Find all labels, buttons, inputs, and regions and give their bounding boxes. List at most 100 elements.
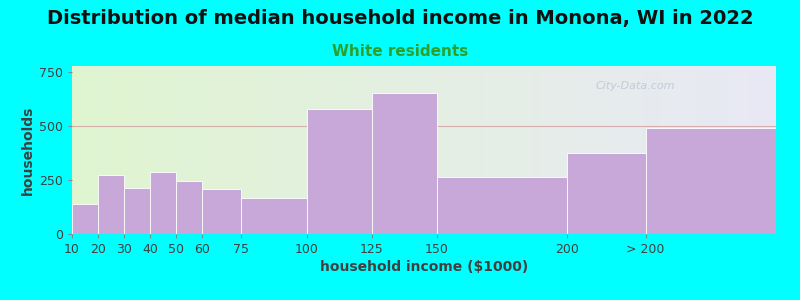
- Bar: [128, 66, 130, 234]
- Bar: [117, 66, 119, 234]
- Bar: [572, 66, 574, 234]
- Bar: [647, 66, 650, 234]
- Bar: [419, 66, 422, 234]
- Bar: [298, 66, 300, 234]
- Bar: [698, 66, 701, 234]
- Bar: [222, 66, 225, 234]
- Bar: [504, 66, 506, 234]
- Bar: [537, 66, 539, 234]
- Bar: [522, 66, 525, 234]
- Bar: [295, 66, 298, 234]
- Bar: [391, 66, 394, 234]
- Bar: [630, 66, 633, 234]
- Bar: [300, 66, 302, 234]
- Bar: [326, 66, 328, 234]
- Bar: [518, 66, 520, 234]
- Bar: [682, 66, 685, 234]
- Bar: [339, 66, 342, 234]
- Bar: [258, 66, 260, 234]
- Bar: [434, 66, 436, 234]
- Bar: [105, 66, 107, 234]
- Bar: [346, 66, 349, 234]
- Bar: [586, 66, 588, 234]
- Bar: [178, 66, 180, 234]
- Bar: [133, 66, 135, 234]
- Bar: [304, 66, 306, 234]
- Bar: [766, 66, 769, 234]
- Bar: [471, 66, 474, 234]
- Bar: [328, 66, 330, 234]
- Bar: [407, 66, 410, 234]
- Text: City-Data.com: City-Data.com: [595, 81, 675, 91]
- Bar: [738, 66, 741, 234]
- Bar: [550, 66, 553, 234]
- Bar: [321, 66, 323, 234]
- Bar: [593, 66, 595, 234]
- Bar: [142, 66, 145, 234]
- Bar: [122, 66, 124, 234]
- Bar: [114, 66, 117, 234]
- Bar: [666, 66, 668, 234]
- Bar: [335, 66, 337, 234]
- Bar: [119, 66, 122, 234]
- Bar: [520, 66, 522, 234]
- Bar: [372, 93, 437, 234]
- Bar: [276, 66, 278, 234]
- Bar: [283, 66, 286, 234]
- Text: Distribution of median household income in Monona, WI in 2022: Distribution of median household income …: [46, 9, 754, 28]
- Bar: [379, 66, 382, 234]
- Bar: [482, 66, 485, 234]
- Bar: [372, 66, 374, 234]
- Bar: [202, 189, 242, 234]
- Bar: [703, 66, 706, 234]
- Bar: [210, 66, 213, 234]
- Bar: [262, 66, 265, 234]
- Bar: [182, 66, 185, 234]
- Bar: [234, 66, 236, 234]
- Bar: [598, 66, 600, 234]
- Bar: [511, 66, 513, 234]
- Bar: [170, 66, 173, 234]
- Bar: [668, 66, 670, 234]
- Bar: [163, 66, 166, 234]
- Bar: [701, 66, 703, 234]
- Bar: [490, 66, 492, 234]
- Bar: [426, 66, 429, 234]
- Bar: [187, 66, 190, 234]
- Bar: [288, 66, 290, 234]
- Bar: [567, 153, 646, 234]
- Bar: [689, 66, 691, 234]
- Bar: [227, 66, 230, 234]
- Bar: [546, 66, 548, 234]
- Bar: [290, 66, 293, 234]
- Bar: [675, 66, 678, 234]
- Bar: [680, 66, 682, 234]
- Bar: [173, 66, 175, 234]
- Bar: [337, 66, 339, 234]
- Bar: [626, 66, 628, 234]
- Bar: [333, 66, 335, 234]
- Bar: [476, 66, 478, 234]
- Bar: [389, 66, 391, 234]
- Bar: [138, 66, 140, 234]
- Bar: [710, 66, 713, 234]
- Bar: [198, 66, 201, 234]
- Bar: [638, 66, 640, 234]
- Bar: [318, 66, 321, 234]
- Bar: [386, 66, 389, 234]
- Bar: [720, 66, 722, 234]
- Bar: [363, 66, 366, 234]
- Bar: [502, 66, 504, 234]
- Bar: [159, 66, 161, 234]
- Bar: [208, 66, 210, 234]
- Bar: [110, 66, 112, 234]
- Bar: [215, 66, 218, 234]
- Bar: [457, 66, 459, 234]
- Bar: [414, 66, 417, 234]
- Bar: [150, 66, 152, 234]
- Bar: [450, 66, 452, 234]
- Bar: [274, 66, 276, 234]
- Bar: [724, 66, 726, 234]
- Bar: [579, 66, 582, 234]
- Text: White residents: White residents: [332, 44, 468, 59]
